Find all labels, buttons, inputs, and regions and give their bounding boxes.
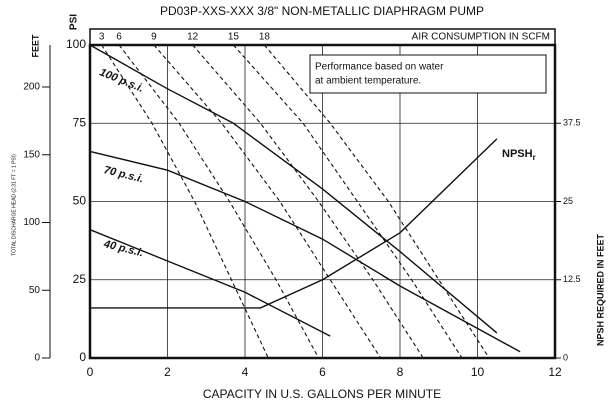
y2-tick-label: 0 [563,352,568,362]
series-line [89,44,498,334]
air-line [101,44,269,359]
y-tick-label: 0 [79,350,86,364]
x-tick-label: 4 [242,365,249,379]
series-line [90,138,498,309]
y-tick-label: 75 [73,115,87,129]
x-tick-label: 8 [397,365,404,379]
note: at ambient temperature. [315,76,421,87]
y2-tick-label: 25 [563,196,573,206]
series-line [89,150,521,353]
air-tick-label: 15 [228,32,240,43]
x-tick-label: 0 [87,365,94,379]
curve-label-sub: r [533,153,536,162]
x-tick-label: 12 [548,365,562,379]
y-axis-label: PSI [69,14,80,30]
y-feet-tick-label: 200 [23,82,40,93]
air-tick-label: 6 [116,32,122,43]
x-tick-label: 10 [471,365,485,379]
air-tick-label: 18 [259,32,271,43]
y-feet-tick-label: 50 [29,285,41,296]
note-box [309,54,547,94]
y-tick-label: 50 [73,194,87,208]
y-feet-tick-label: 0 [34,353,40,364]
air-tick-label: 12 [187,32,199,43]
y-feet-label: FEET [30,34,40,58]
series-line [89,229,331,337]
y2-tick-label: 37.5 [563,118,581,128]
y2-axis-label: NPSH REQUIRED IN FEET [595,233,605,346]
curve-label: 70 p.s.i. [103,164,145,185]
air-label: AIR CONSUMPTION IN SCFM [412,32,550,43]
y-tick-label: 25 [73,272,87,286]
air-line [263,44,490,359]
air-tick-label: 9 [151,32,157,43]
y-feet-tick-label: 150 [23,149,40,160]
air-tick-label: 3 [99,32,105,43]
note: Performance based on water [315,62,444,73]
y-head-label: TOTAL DISCHARGE HEAD (2.31 FT = 1 PSI) [11,154,17,256]
y2-tick-label: 12.5 [563,274,581,284]
x-tick-label: 6 [319,365,326,379]
curve-label: 40 p.s.i. [102,238,145,260]
y-feet-tick-label: 100 [23,217,40,228]
y-tick-label: 100 [66,37,86,51]
x-tick-label: 2 [164,365,171,379]
air-line [118,44,320,359]
curve-label-main: NPSH [502,148,533,160]
air-line [153,44,382,359]
curve-label: NPSHr [502,148,536,162]
curve-label: 100 p.s.i. [98,66,146,95]
x-axis-label: CAPACITY IN U.S. GALLONS PER MINUTE [203,387,441,401]
chart-title: PD03P-XXS-XXX 3/8" NON-METALLIC DIAPHRAG… [160,4,484,18]
